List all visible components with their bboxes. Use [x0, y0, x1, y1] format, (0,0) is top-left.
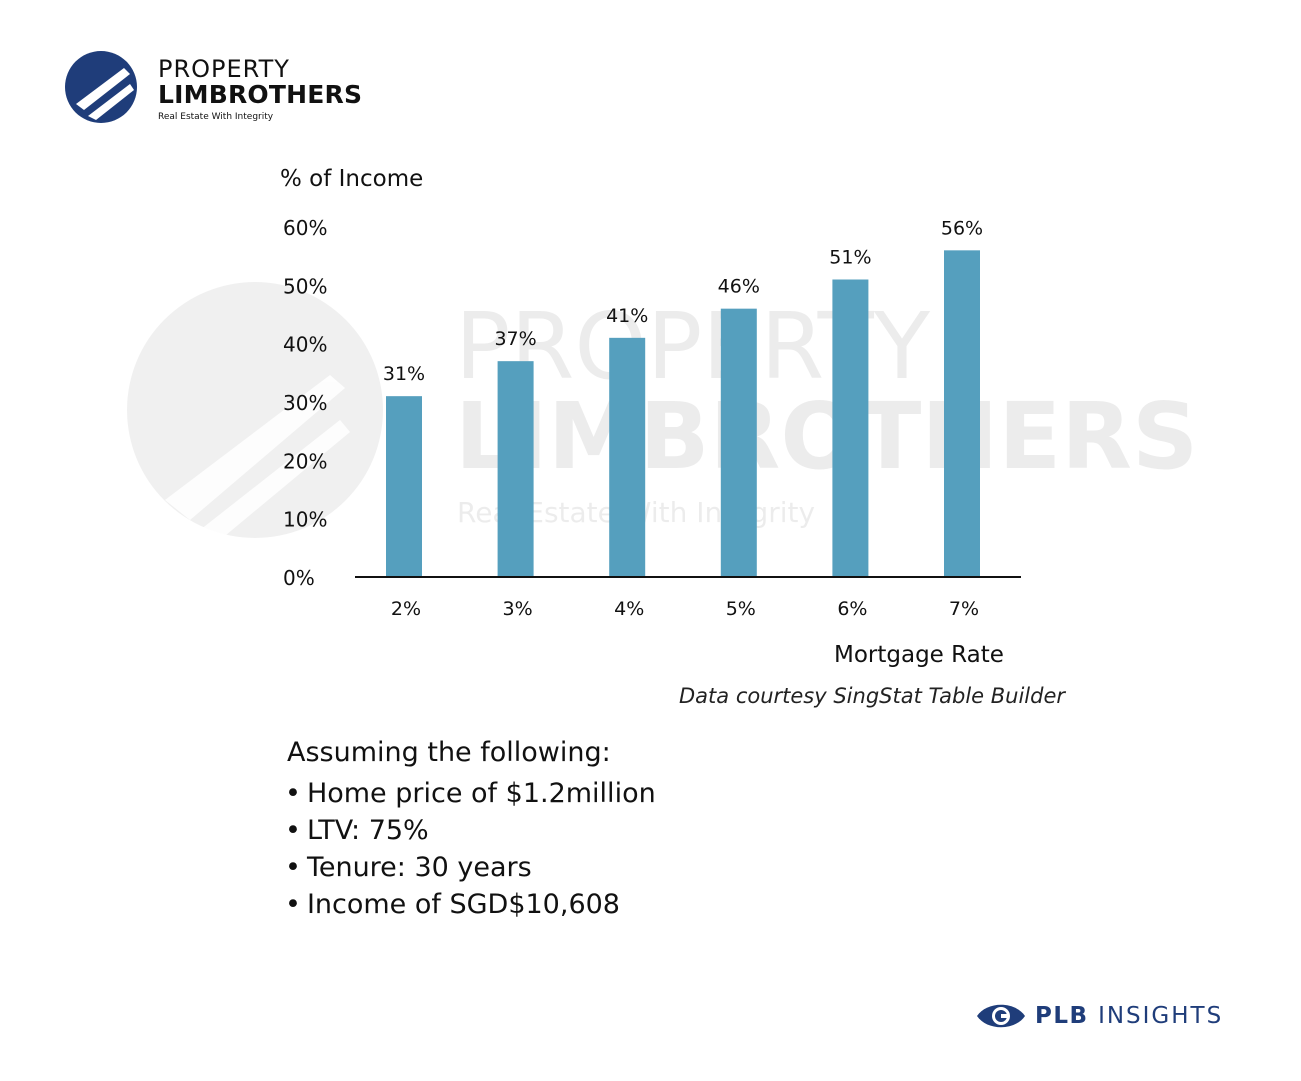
- data-label: 41%: [606, 305, 648, 327]
- eye-icon: [977, 1004, 1025, 1028]
- plb-insights-logo: PLB INSIGHTS: [975, 999, 1223, 1033]
- data-label: 56%: [941, 217, 983, 239]
- brand-logo-icon: [65, 51, 137, 123]
- plb-insights-text: PLB INSIGHTS: [1035, 1003, 1223, 1029]
- x-tick-label: 4%: [614, 598, 644, 620]
- data-label: 37%: [494, 328, 536, 350]
- x-tick-label: 3%: [503, 598, 533, 620]
- plb-text-bold: PLB: [1035, 1003, 1089, 1029]
- bar: [944, 250, 980, 578]
- y-tick-label: 0%: [283, 566, 315, 590]
- y-tick-label: 20%: [283, 449, 327, 473]
- assumption-item: Tenure: 30 years: [287, 849, 656, 886]
- data-label: 31%: [383, 363, 425, 385]
- data-source-note: Data courtesy SingStat Table Builder: [679, 684, 1066, 708]
- data-label: 51%: [829, 247, 871, 269]
- bar: [832, 279, 869, 577]
- brand-name-line1: PROPERTY: [158, 55, 290, 83]
- x-tick-label: 7%: [949, 598, 979, 620]
- assumption-item: Home price of $1.2million: [287, 775, 656, 812]
- bar: [720, 308, 757, 577]
- x-tick-label: 2%: [391, 598, 421, 620]
- assumptions-block: Assuming the following: Home price of $1…: [287, 735, 656, 923]
- assumption-item: Income of SGD$10,608: [287, 886, 656, 923]
- y-tick-label: 30%: [283, 391, 327, 415]
- x-tick-label: 6%: [837, 598, 867, 620]
- assumptions-list: Home price of $1.2million LTV: 75% Tenur…: [287, 775, 656, 923]
- data-label: 46%: [718, 276, 760, 298]
- assumption-item: LTV: 75%: [287, 812, 656, 849]
- bar: [609, 337, 646, 577]
- brand-wordmark: PROPERTY LIMBROTHERS Real Estate With In…: [158, 56, 362, 123]
- y-tick-label: 60%: [283, 216, 327, 240]
- assumptions-title: Assuming the following:: [287, 737, 611, 768]
- y-tick-label: 40%: [283, 333, 327, 357]
- y-tick-label: 50%: [283, 274, 327, 298]
- plb-text-rest: INSIGHTS: [1098, 1003, 1224, 1029]
- x-tick-label: 5%: [726, 598, 756, 620]
- bar: [386, 396, 422, 577]
- bar: [497, 361, 534, 577]
- brand-name-line2: LIMBROTHERS: [158, 80, 363, 109]
- x-axis-title: Mortgage Rate: [834, 642, 1004, 668]
- y-axis-title: % of Income: [280, 166, 424, 192]
- brand-tagline: Real Estate With Integrity: [158, 112, 274, 122]
- y-tick-label: 10%: [283, 508, 327, 532]
